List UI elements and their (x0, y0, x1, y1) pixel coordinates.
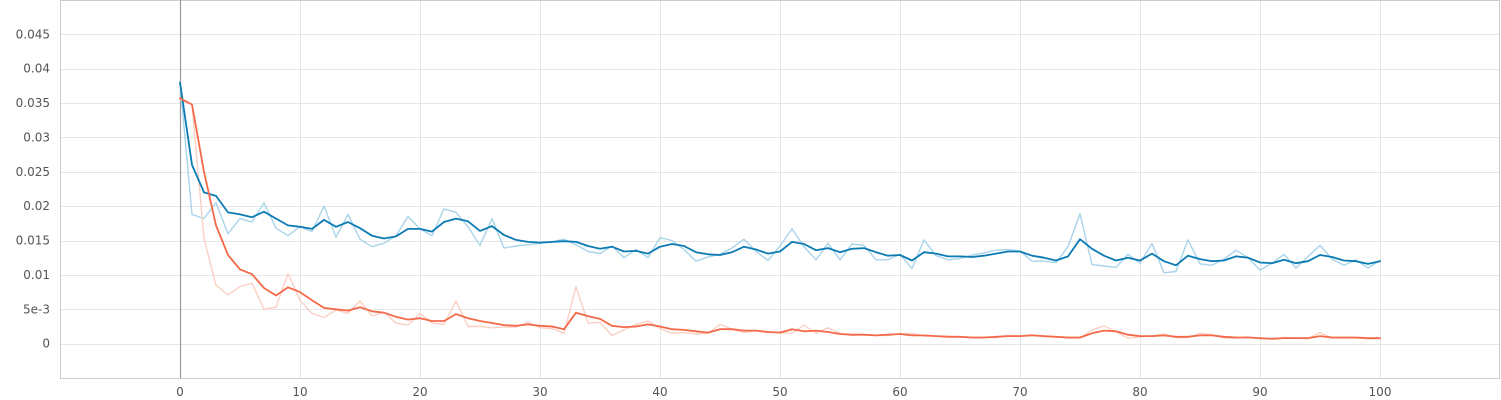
x-tick-label: 50 (772, 385, 787, 399)
x-tick-label: 60 (892, 385, 907, 399)
y-tick-label: 0.025 (16, 165, 50, 179)
x-tick-label: 0 (176, 385, 184, 399)
y-tick-label: 0.045 (16, 27, 50, 41)
y-tick-label: 0 (42, 337, 50, 351)
x-tick-label: 70 (1012, 385, 1027, 399)
series-group (179, 81, 1381, 340)
x-tick-label: 90 (1252, 385, 1267, 399)
x-tick-label: 20 (412, 385, 427, 399)
x-tick-label: 30 (532, 385, 547, 399)
x-tick-label: 40 (652, 385, 667, 399)
y-tick-label: 0.035 (16, 96, 50, 110)
series-line-orange-smoothed (179, 97, 1381, 340)
y-tick-label: 0.03 (23, 130, 50, 144)
series-line-blue-smoothed (179, 81, 1381, 267)
y-axis-ticks: 0 5e-3 0.01 0.015 0.02 0.025 0.03 0.035 0.04 0.04… (16, 27, 50, 350)
grid (60, 0, 1500, 378)
y-tick-label: 0.04 (23, 62, 50, 76)
plot-frame (60, 0, 1500, 379)
x-tick-label: 100 (1369, 385, 1392, 399)
y-tick-label: 0.01 (23, 268, 50, 282)
x-axis-ticks: 0 10 20 30 40 50 60 70 80 90 100 (176, 385, 1391, 399)
x-tick-label: 10 (292, 385, 307, 399)
y-tick-label: 0.02 (23, 199, 50, 213)
y-tick-label: 5e-3 (23, 302, 50, 316)
x-tick-label: 80 (1132, 385, 1147, 399)
y-tick-label: 0.015 (16, 234, 50, 248)
